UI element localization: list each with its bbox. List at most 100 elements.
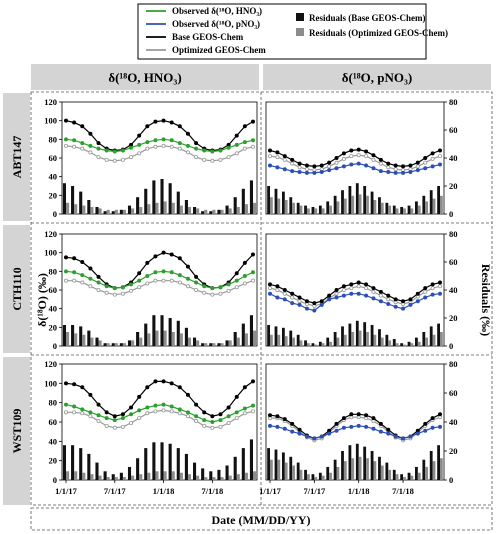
bar-resid-base	[281, 191, 285, 214]
point-observed	[267, 163, 272, 168]
point-observed	[177, 141, 182, 146]
point-base	[177, 256, 182, 261]
point-optimized	[210, 425, 215, 430]
point-optimized	[234, 285, 239, 290]
bar-resid-opt	[329, 341, 332, 346]
point-optimized	[202, 423, 207, 428]
point-base	[408, 297, 413, 302]
point-optimized	[80, 280, 85, 285]
point-observed	[319, 434, 324, 439]
point-base	[401, 164, 406, 169]
x-tick-label: 7/1/18	[392, 486, 414, 496]
point-optimized	[64, 410, 69, 415]
point-observed	[415, 431, 420, 436]
bar-resid-opt	[212, 209, 216, 214]
point-optimized	[104, 290, 109, 295]
bar-resid-base	[333, 195, 337, 214]
point-observed	[275, 165, 280, 170]
point-observed	[356, 423, 361, 428]
bar-resid-opt	[336, 201, 340, 214]
bar-resid-base	[111, 343, 115, 346]
row-label-abt147: ABT147	[10, 136, 24, 179]
point-optimized	[226, 288, 231, 293]
bar-resid-opt	[179, 472, 183, 480]
y-tick-label: 20	[49, 322, 58, 332]
bar-resid-base	[363, 322, 367, 346]
point-observed	[72, 138, 77, 143]
x-tick-label: 1/1/17	[55, 486, 77, 496]
point-optimized	[267, 154, 272, 159]
y-tick-label: 60	[49, 417, 58, 427]
bar-resid-opt	[171, 202, 175, 214]
bar-resid-base	[281, 327, 285, 346]
point-optimized	[202, 290, 207, 295]
bar-resid-base	[437, 445, 440, 480]
bar-resid-opt	[236, 207, 240, 214]
bar-resid-base	[176, 448, 180, 480]
point-base	[242, 260, 247, 265]
bar-resid-opt	[139, 474, 143, 480]
bar-resid-base	[119, 209, 123, 214]
point-observed	[378, 169, 383, 174]
bar-resid-opt	[90, 337, 94, 346]
row-label-wst109: WST109	[10, 409, 24, 454]
point-observed	[234, 278, 239, 283]
y-tick-label: 80	[49, 134, 58, 144]
point-observed	[356, 291, 361, 296]
point-optimized	[250, 409, 255, 414]
point-optimized	[250, 278, 255, 283]
bar-resid-base	[71, 325, 75, 346]
point-base	[349, 148, 354, 153]
point-optimized	[297, 165, 302, 170]
point-observed	[129, 145, 134, 150]
legend-entry-5: Residuals (Optimized GEOS-Chem)	[309, 28, 448, 38]
bar-resid-base	[136, 458, 140, 480]
point-optimized	[161, 278, 166, 283]
point-optimized	[371, 289, 376, 294]
y-right-tick-label: 60	[449, 388, 458, 398]
bar-resid-opt	[82, 472, 86, 480]
point-observed	[386, 169, 391, 174]
point-observed	[334, 295, 339, 300]
point-base	[202, 410, 207, 415]
point-observed	[401, 436, 406, 441]
bar-resid-base	[168, 443, 172, 480]
bar-resid-opt	[417, 472, 421, 480]
panel-wst109-pno3: 0 20 40 60 80 1/1/17 7/1/17 1/1/18 7/1/18	[259, 359, 457, 496]
bar-resid-opt	[366, 458, 369, 480]
bar-resid-base	[79, 191, 83, 214]
bar-resid-opt	[373, 334, 377, 346]
point-base	[290, 291, 295, 296]
bar-resid-base	[311, 343, 315, 346]
bar-resid-base	[79, 326, 83, 346]
point-observed	[297, 302, 302, 307]
point-optimized	[194, 155, 199, 160]
bar-resid-base	[341, 190, 344, 214]
point-base	[282, 154, 287, 159]
point-base	[275, 414, 280, 419]
bar-resid-opt	[228, 340, 232, 346]
bar-resid-base	[422, 195, 426, 214]
point-optimized	[226, 155, 231, 160]
point-observed	[378, 299, 383, 304]
point-base	[341, 284, 346, 289]
bar-resid-opt	[329, 205, 332, 214]
point-observed	[408, 169, 413, 174]
bar-resid-base	[233, 456, 237, 480]
bar-resid-opt	[410, 475, 414, 480]
bar-resid-opt	[122, 209, 127, 214]
y-axis-label-right: Residuals (‰)	[479, 264, 493, 336]
bar-resid-base	[217, 343, 221, 346]
point-observed	[401, 170, 406, 175]
bar-resid-opt	[388, 469, 392, 480]
point-base	[137, 133, 142, 138]
point-optimized	[234, 416, 239, 421]
point-base	[312, 164, 317, 169]
bar-resid-opt	[74, 471, 78, 480]
point-observed	[169, 404, 174, 409]
point-observed	[218, 418, 223, 423]
point-optimized	[169, 278, 174, 283]
point-observed	[282, 426, 287, 431]
point-base	[356, 147, 361, 152]
